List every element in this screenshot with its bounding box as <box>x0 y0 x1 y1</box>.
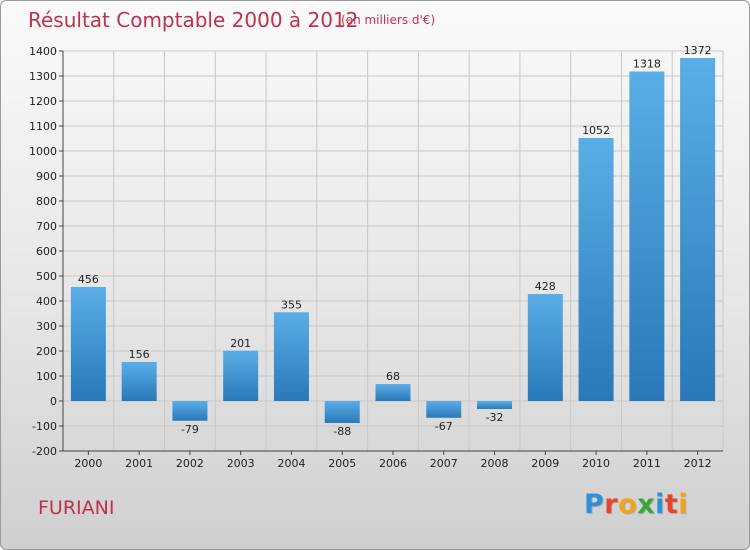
x-tick-label: 2001 <box>125 457 153 470</box>
y-tick-label: 500 <box>36 270 57 283</box>
bar <box>121 362 157 401</box>
y-tick-label: 1400 <box>29 45 57 58</box>
data-label: 1318 <box>633 58 661 71</box>
bar <box>629 71 665 401</box>
logo-letter: P <box>584 489 605 520</box>
y-tick-label: 600 <box>36 245 57 258</box>
data-label: 1052 <box>582 124 610 137</box>
y-tick-label: 900 <box>36 170 57 183</box>
data-label: 156 <box>129 348 150 361</box>
x-tick-label: 2010 <box>582 457 610 470</box>
bar <box>223 350 259 401</box>
data-label: 456 <box>78 273 99 286</box>
data-label: -67 <box>435 420 453 433</box>
data-label: -88 <box>333 425 351 438</box>
x-tick-label: 2007 <box>430 457 458 470</box>
y-tick-label: 200 <box>36 345 57 358</box>
proxiti-logo: Proxiti <box>584 489 688 520</box>
y-tick-label: 1100 <box>29 120 57 133</box>
logo-letter: o <box>618 489 638 520</box>
data-label: -79 <box>181 423 199 436</box>
logo-letter: x <box>637 489 656 520</box>
x-tick-label: 2003 <box>227 457 255 470</box>
logo-letter: i <box>678 489 689 520</box>
x-tick-label: 2009 <box>531 457 559 470</box>
bar <box>70 287 106 401</box>
data-label: 355 <box>281 298 302 311</box>
x-tick-label: 2006 <box>379 457 407 470</box>
bar <box>680 58 716 401</box>
bar <box>273 312 309 401</box>
y-tick-label: -100 <box>32 420 57 433</box>
chart-unit: (en milliers d'€) <box>341 13 436 27</box>
x-tick-label: 2002 <box>176 457 204 470</box>
y-tick-label: 0 <box>50 395 57 408</box>
bar <box>172 401 208 421</box>
data-label: -32 <box>486 411 504 424</box>
y-tick-label: 700 <box>36 220 57 233</box>
x-tick-label: 2005 <box>328 457 356 470</box>
bar <box>527 294 563 401</box>
bar <box>426 401 462 418</box>
logo-letter: t <box>664 489 679 520</box>
data-label: 201 <box>230 337 251 350</box>
y-tick-label: 800 <box>36 195 57 208</box>
bar <box>477 401 513 409</box>
logo-letter: r <box>604 489 619 520</box>
logo-letter: i <box>655 489 665 520</box>
x-tick-label: 2012 <box>684 457 712 470</box>
chart-title: Résultat Comptable 2000 à 2012 <box>28 8 359 32</box>
y-tick-label: -200 <box>32 445 57 458</box>
y-tick-label: 100 <box>36 370 57 383</box>
bar <box>578 138 614 401</box>
data-label: 1372 <box>684 44 712 57</box>
x-tick-label: 2011 <box>633 457 661 470</box>
x-tick-label: 2000 <box>74 457 102 470</box>
y-tick-label: 1300 <box>29 70 57 83</box>
bar <box>375 384 411 401</box>
y-tick-label: 1000 <box>29 145 57 158</box>
y-tick-label: 1200 <box>29 95 57 108</box>
x-tick-label: 2004 <box>277 457 305 470</box>
y-tick-label: 300 <box>36 320 57 333</box>
data-label: 68 <box>386 370 400 383</box>
data-label: 428 <box>535 280 556 293</box>
bar <box>324 401 360 423</box>
y-tick-label: 400 <box>36 295 57 308</box>
commune-name: FURIANI <box>38 497 115 519</box>
x-tick-label: 2008 <box>481 457 509 470</box>
